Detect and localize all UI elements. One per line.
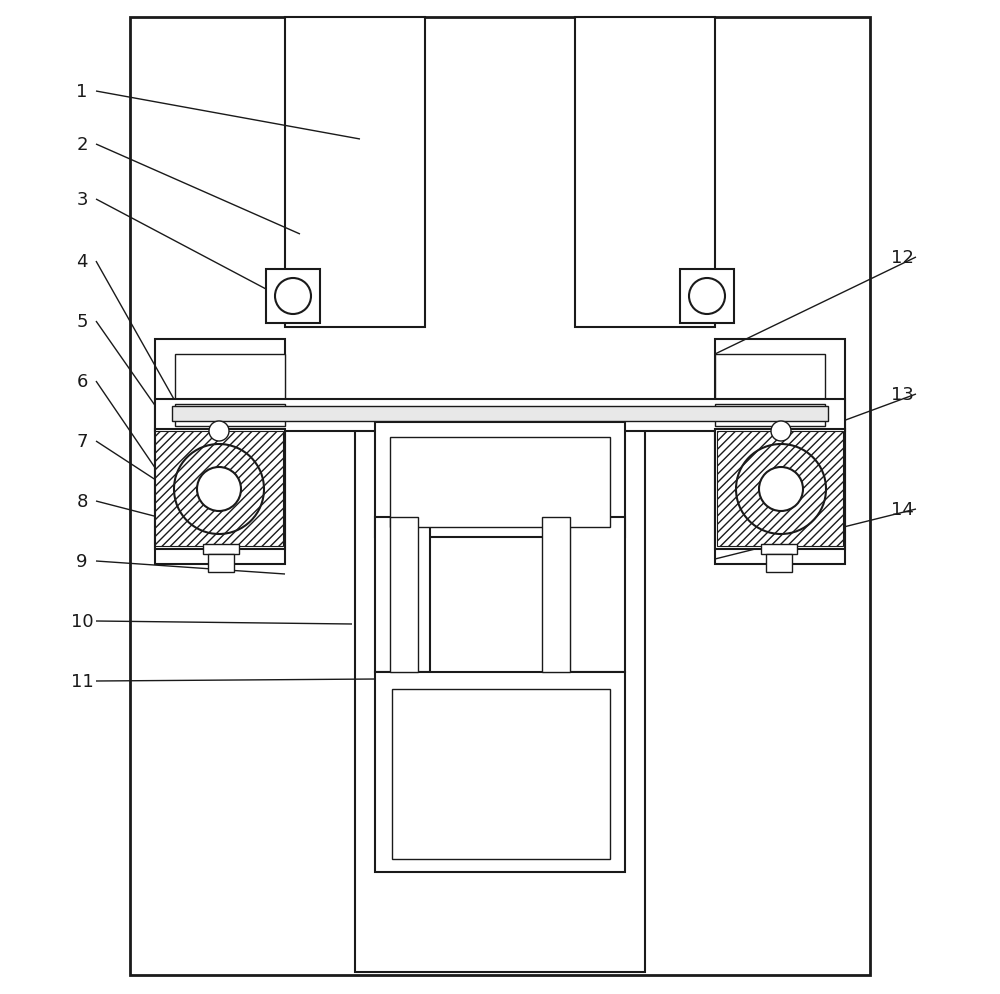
Bar bbox=[570, 518, 625, 672]
Bar bbox=[715, 429, 845, 550]
Bar bbox=[575, 18, 715, 328]
Text: 6: 6 bbox=[76, 373, 88, 391]
Bar bbox=[266, 269, 320, 324]
Text: 14: 14 bbox=[891, 501, 913, 519]
Bar bbox=[285, 18, 425, 328]
Bar bbox=[130, 18, 870, 975]
Text: 8: 8 bbox=[76, 492, 88, 511]
Text: 7: 7 bbox=[76, 432, 88, 450]
Circle shape bbox=[771, 421, 791, 441]
Bar bbox=[390, 437, 610, 528]
Text: 2: 2 bbox=[76, 136, 88, 154]
Bar bbox=[766, 555, 792, 573]
Bar bbox=[761, 545, 797, 555]
Bar bbox=[717, 431, 843, 547]
Bar bbox=[390, 518, 418, 672]
Bar bbox=[155, 429, 285, 550]
Bar bbox=[375, 422, 625, 538]
Bar bbox=[680, 269, 734, 324]
Bar bbox=[715, 340, 845, 565]
Bar bbox=[392, 689, 610, 859]
Circle shape bbox=[275, 278, 311, 315]
Bar bbox=[155, 340, 285, 565]
Text: 10: 10 bbox=[71, 612, 93, 630]
Bar bbox=[155, 400, 845, 431]
Bar bbox=[175, 355, 285, 405]
Text: 13: 13 bbox=[891, 386, 913, 404]
Circle shape bbox=[209, 421, 229, 441]
Text: 3: 3 bbox=[76, 191, 88, 209]
Bar bbox=[155, 431, 283, 547]
Text: 11: 11 bbox=[71, 672, 93, 690]
Bar bbox=[715, 405, 825, 426]
Bar bbox=[375, 672, 625, 872]
Bar bbox=[175, 405, 285, 426]
Circle shape bbox=[689, 278, 725, 315]
Bar bbox=[355, 403, 645, 972]
Text: 12: 12 bbox=[891, 248, 913, 266]
Bar bbox=[715, 355, 825, 405]
Bar bbox=[542, 518, 570, 672]
Bar bbox=[172, 407, 828, 421]
Text: 9: 9 bbox=[76, 553, 88, 571]
Bar bbox=[375, 518, 430, 672]
Bar bbox=[208, 555, 234, 573]
Text: 4: 4 bbox=[76, 252, 88, 270]
Circle shape bbox=[197, 467, 241, 512]
Text: 1: 1 bbox=[76, 83, 88, 101]
Bar bbox=[203, 545, 239, 555]
Circle shape bbox=[759, 467, 803, 512]
Text: 5: 5 bbox=[76, 313, 88, 331]
